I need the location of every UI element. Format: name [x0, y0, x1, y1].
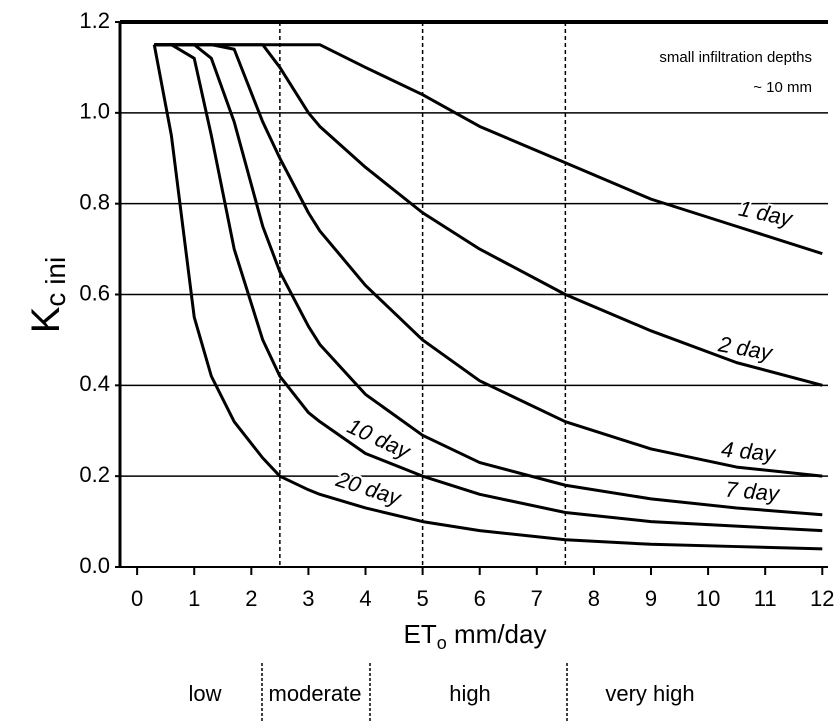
- series-label: 2 day: [716, 331, 776, 365]
- series-label: 1 day: [736, 196, 796, 232]
- x-axis-label: ETo mm/day: [404, 619, 547, 653]
- x-tick-label: 4: [359, 586, 371, 611]
- zone-label: high: [449, 681, 491, 706]
- zone-label: moderate: [269, 681, 362, 706]
- annotation: ~ 10 mm: [753, 79, 812, 96]
- series-label: 20 day: [332, 466, 405, 511]
- x-tick-label: 0: [131, 586, 143, 611]
- x-tick-label: 9: [645, 586, 657, 611]
- series-label: 7 day: [724, 477, 782, 507]
- x-label-sub: o: [437, 633, 447, 653]
- x-tick-label: 11: [754, 586, 777, 611]
- y-tick-label: 0.0: [79, 553, 110, 578]
- x-tick-label: 1: [188, 586, 200, 611]
- y-axis-label: Kc ini: [24, 257, 72, 333]
- series-line: [154, 43, 823, 533]
- y-label-main: K: [24, 306, 68, 333]
- series-line: [152, 44, 823, 551]
- series-line: [154, 43, 823, 256]
- y-tick-label: 1.2: [79, 8, 110, 33]
- x-label-rest: mm/day: [447, 619, 547, 649]
- x-tick-label: 8: [588, 586, 600, 611]
- y-tick-label: 1.0: [79, 99, 110, 124]
- x-tick-label: 5: [416, 586, 428, 611]
- x-label-main: ET: [404, 619, 437, 649]
- x-tick-label: 12: [810, 586, 834, 611]
- series-line: [154, 43, 823, 478]
- series-label: 4 day: [720, 437, 778, 467]
- y-tick-label: 0.2: [79, 462, 110, 487]
- y-tick-label: 0.4: [79, 371, 110, 396]
- y-tick-label: 0.8: [79, 189, 110, 214]
- x-tick-label: 6: [474, 586, 486, 611]
- series-line: [154, 43, 823, 517]
- zone-label: low: [188, 681, 221, 706]
- y-tick-label: 0.6: [79, 280, 110, 305]
- x-tick-label: 2: [245, 586, 257, 611]
- x-tick-label: 7: [531, 586, 543, 611]
- zone-label: very high: [605, 681, 694, 706]
- x-tick-label: 3: [302, 586, 314, 611]
- y-label-sub: c ini: [40, 257, 71, 307]
- annotation: small infiltration depths: [659, 49, 812, 66]
- x-tick-label: 10: [696, 586, 720, 611]
